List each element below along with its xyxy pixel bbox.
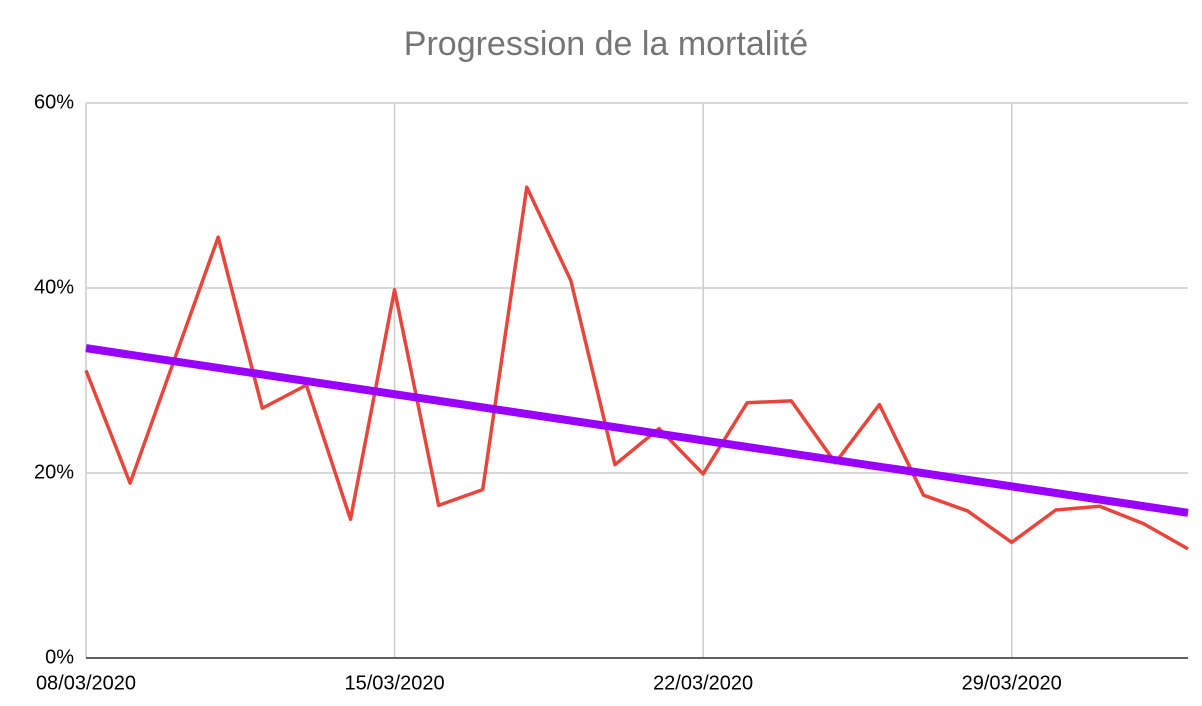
x-tick-label: 29/03/2020	[962, 672, 1062, 694]
y-tick-label: 60%	[34, 91, 74, 113]
x-tick-label: 15/03/2020	[345, 672, 445, 694]
trendline	[85, 344, 1189, 517]
y-tick-label: 20%	[34, 461, 74, 483]
chart-title: Progression de la mortalité	[404, 25, 808, 63]
x-tick-label: 22/03/2020	[653, 672, 753, 694]
y-tick-label: 40%	[34, 276, 74, 298]
y-tick-label: 0%	[45, 646, 74, 668]
x-tick-label: 08/03/2020	[36, 672, 136, 694]
data-line	[84, 185, 1189, 551]
